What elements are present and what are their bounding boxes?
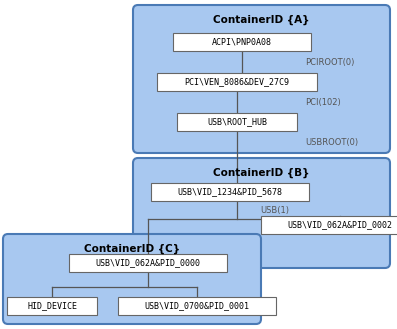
Bar (151, 183, 309, 201)
Text: ContainerID {B}: ContainerID {B} (213, 168, 310, 178)
FancyBboxPatch shape (133, 5, 390, 153)
Text: ContainerID {A}: ContainerID {A} (213, 15, 310, 25)
FancyBboxPatch shape (3, 234, 261, 324)
Text: USB(1): USB(1) (260, 206, 289, 215)
Text: USB\VID_062A&PID_0002: USB\VID_062A&PID_0002 (287, 220, 393, 230)
Text: PCIROOT(0): PCIROOT(0) (305, 58, 355, 66)
Text: USB\VID_0700&PID_0001: USB\VID_0700&PID_0001 (145, 301, 249, 311)
Text: USB\VID_1234&PID_5678: USB\VID_1234&PID_5678 (177, 188, 283, 196)
Bar (118, 297, 276, 315)
Text: PCI(102): PCI(102) (305, 97, 341, 107)
FancyBboxPatch shape (133, 158, 390, 268)
Text: USBROOT(0): USBROOT(0) (305, 139, 358, 147)
Bar (157, 73, 317, 91)
Bar (177, 113, 297, 131)
Bar (261, 216, 397, 234)
Text: HID_DEVICE: HID_DEVICE (27, 301, 77, 311)
Text: USB\ROOT_HUB: USB\ROOT_HUB (207, 117, 267, 126)
Text: PCI\VEN_8086&DEV_27C9: PCI\VEN_8086&DEV_27C9 (185, 78, 289, 87)
Text: USB\VID_062A&PID_0000: USB\VID_062A&PID_0000 (96, 259, 200, 267)
Text: ContainerID {C}: ContainerID {C} (84, 244, 180, 254)
Bar (69, 254, 227, 272)
Bar (7, 297, 97, 315)
Bar (173, 33, 311, 51)
Text: ACPI\PNP0A08: ACPI\PNP0A08 (212, 38, 272, 46)
